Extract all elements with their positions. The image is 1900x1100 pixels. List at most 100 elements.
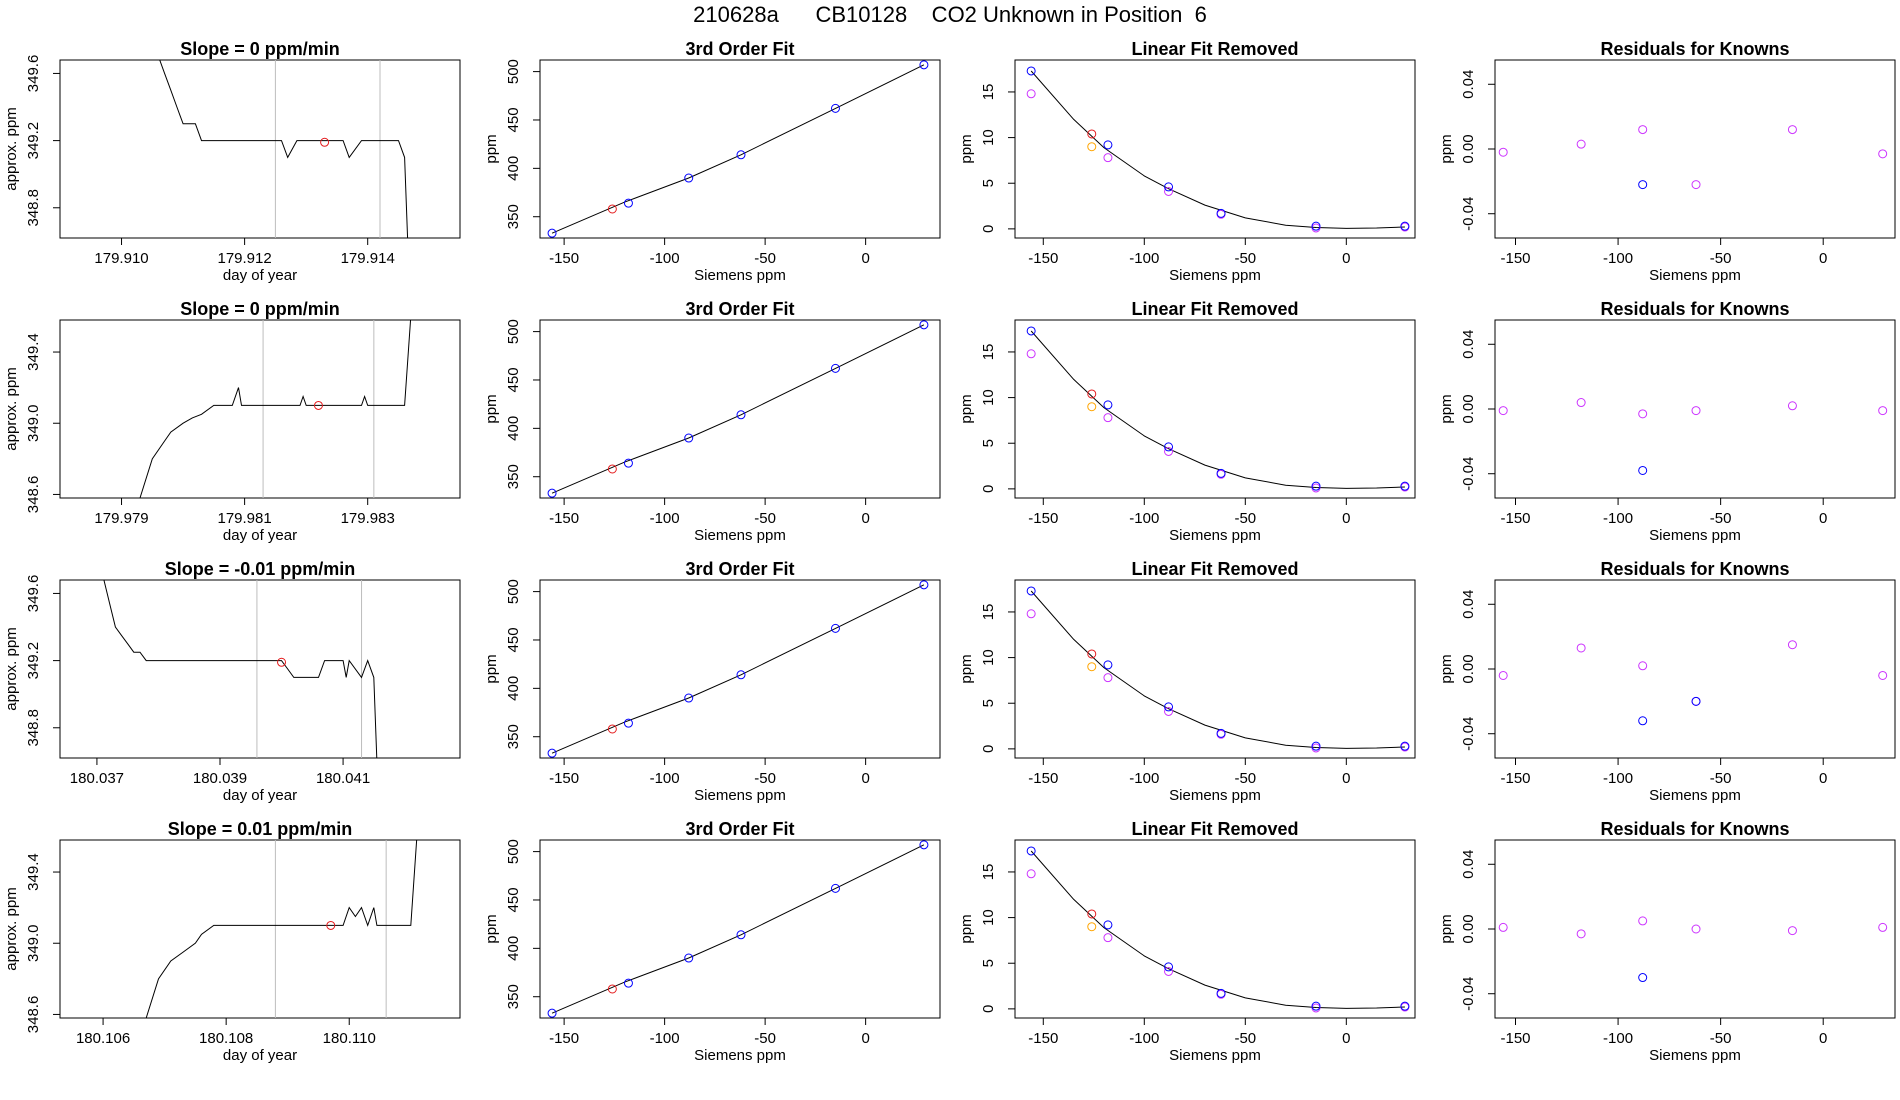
y-tick-label: -0.04 [1460,977,1477,1011]
panel-1-1: 3rd Order Fit -150 -100 -50 0 350 400 450 500 Sie… [483,299,941,544]
x-tick-label: -150 [1028,250,1058,267]
panel-title: Linear Fit Removed [1131,559,1298,579]
known-point [684,173,694,183]
x-tick-label: -50 [1234,510,1256,527]
y-tick-label: 349.0 [25,404,42,442]
known-point [1311,741,1321,751]
known-point [1164,442,1174,452]
orange-point [1087,402,1097,412]
x-tick-label: 179.983 [341,510,395,527]
known-point [1638,180,1648,190]
fit-curve [1030,850,1405,1009]
known-point [1311,481,1321,491]
purple-point [1638,661,1648,671]
x-tick-label: 180.108 [199,1030,253,1047]
purple-point [1026,609,1036,619]
x-axis-label: Siemens ppm [1649,267,1741,284]
x-tick-label: -100 [1603,250,1633,267]
x-tick-label: 180.039 [193,770,247,787]
y-tick-label: 15 [980,864,997,881]
known-point [1216,468,1226,478]
x-tick-label: -150 [1500,770,1530,787]
panel-3-3: Residuals for Knowns -150 -100 -50 0 -0.04 0.0… [1438,819,1896,1064]
y-tick-label: 15 [980,84,997,101]
fit-curve [551,324,925,494]
x-tick-label: -50 [754,250,776,267]
panel-0-1: 3rd Order Fit -150 -100 -50 0 350 400 450 500 Sie… [483,39,941,284]
x-tick-label: 0 [1342,510,1350,527]
plot-area [547,840,929,1018]
trace-line [103,580,378,758]
y-tick-label: 0 [980,745,997,753]
purple-point [1787,401,1797,411]
x-axis-label: Siemens ppm [1649,1047,1741,1064]
plot-frame [1014,839,1416,1019]
purple-point [1638,916,1648,926]
panel-2-0: Slope = -0.01 ppm/min 180.037 180.039 180.0… [3,559,461,804]
x-tick-label: -150 [1028,510,1058,527]
x-tick-label: 0 [861,770,869,787]
purple-point [1691,924,1701,934]
panel-title: 3rd Order Fit [685,819,794,839]
unknown-point [607,724,617,734]
plot-frame [539,839,941,1019]
y-tick-label: 5 [980,179,997,187]
y-tick-label: 5 [980,699,997,707]
panel-2-1: 3rd Order Fit -150 -100 -50 0 350 400 450 500 Sie… [483,559,941,804]
x-tick-label: 0 [1819,250,1827,267]
known-point [1400,1001,1410,1011]
x-tick-label: 0 [1819,1030,1827,1047]
x-tick-label: -150 [549,510,579,527]
fit-curve [551,64,925,234]
y-axis-label: approx. ppm [3,627,20,710]
x-tick-label: 0 [1342,770,1350,787]
y-tick-label: 0.00 [1460,134,1477,163]
known-point [547,488,557,498]
fit-curve [1030,70,1405,229]
y-tick-label: 450 [505,107,522,132]
plot-area [1026,326,1410,493]
panel-title: Residuals for Knowns [1600,39,1789,59]
purple-point [1498,670,1508,680]
y-tick-label: 350 [505,984,522,1009]
unknown-point [1087,389,1097,399]
known-point [1026,66,1036,76]
panel-title: Slope = 0 ppm/min [180,299,340,319]
panel-title: Residuals for Knowns [1600,559,1789,579]
known-point [623,458,633,468]
x-tick-label: -100 [650,510,680,527]
x-axis-label: Siemens ppm [1169,267,1261,284]
purple-point [1164,186,1174,196]
y-tick-label: 500 [505,59,522,84]
y-axis-label: ppm [958,914,975,943]
y-tick-label: 0 [980,225,997,233]
panel-title: Residuals for Knowns [1600,299,1789,319]
plot-frame [59,839,461,1019]
known-point [623,978,633,988]
x-tick-label: 180.041 [316,770,370,787]
known-point [736,930,746,940]
panel-title: Slope = 0.01 ppm/min [168,819,353,839]
known-point [1164,962,1174,972]
y-tick-label: 400 [505,416,522,441]
y-tick-label: 0 [980,485,997,493]
y-axis-label: ppm [958,654,975,683]
purple-point [1498,147,1508,157]
y-tick-label: 0.00 [1460,914,1477,943]
x-tick-label: -150 [549,1030,579,1047]
y-tick-label: 350 [505,724,522,749]
known-point [684,433,694,443]
known-point [1164,702,1174,712]
x-tick-label: 0 [861,250,869,267]
y-tick-label: 349.2 [25,122,42,160]
y-axis-label: ppm [958,394,975,423]
y-tick-label: 350 [505,464,522,489]
plot-area [547,320,929,498]
y-axis-label: ppm [958,134,975,163]
y-tick-label: 0.04 [1460,70,1477,99]
fit-curve [551,584,925,754]
y-axis-label: ppm [1438,914,1455,943]
plot-frame [1494,579,1896,759]
panel-title: 3rd Order Fit [685,559,794,579]
